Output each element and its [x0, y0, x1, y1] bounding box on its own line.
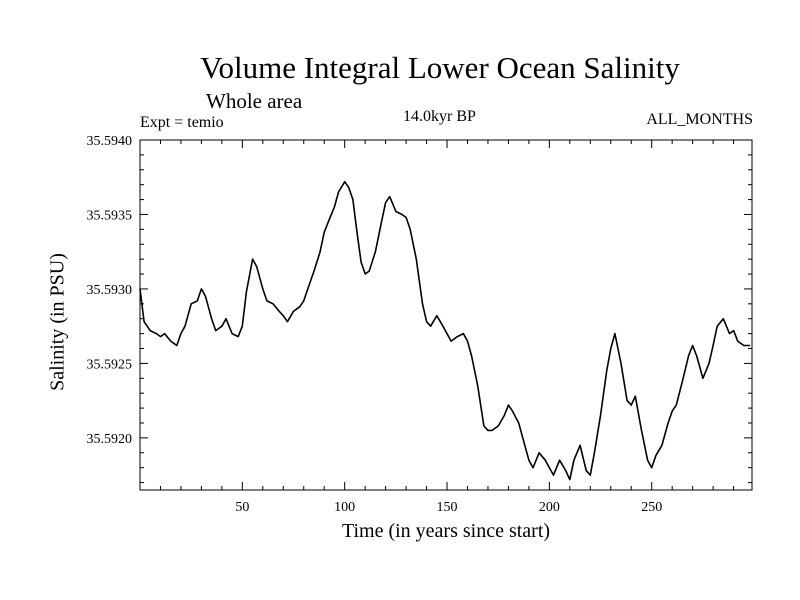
axis-tick-labels: 50 100 150 200 250 35.5920 35.5925 35.5930 35.59…	[87, 134, 663, 515]
y-tick-label: 35.5930	[87, 283, 133, 298]
y-tick-label: 35.5925	[87, 357, 133, 372]
x-tick-label: 150	[437, 500, 458, 515]
y-tick-label: 35.5935	[87, 208, 133, 223]
months-label: ALL_MONTHS	[646, 111, 753, 128]
x-tick-label: 250	[641, 500, 662, 515]
plot-frame	[139, 139, 753, 491]
x-tick-label: 50	[235, 500, 249, 515]
salinity-series-line	[139, 180, 750, 481]
axis-ticks	[140, 139, 752, 490]
epoch-label: 14.0kyr BP	[403, 108, 476, 125]
experiment-label: Expt = temio	[140, 114, 224, 131]
chart-title: Volume Integral Lower Ocean Salinity	[200, 50, 680, 85]
y-axis-label: Salinity (in PSU)	[46, 253, 69, 391]
y-tick-label: 35.5920	[87, 432, 133, 447]
x-axis-label: Time (in years since start)	[341, 520, 551, 542]
x-tick-label: 100	[334, 500, 355, 515]
chart-subtitle: Whole area	[206, 89, 303, 113]
x-tick-label: 200	[539, 500, 560, 515]
y-tick-label: 35.5940	[87, 134, 133, 149]
